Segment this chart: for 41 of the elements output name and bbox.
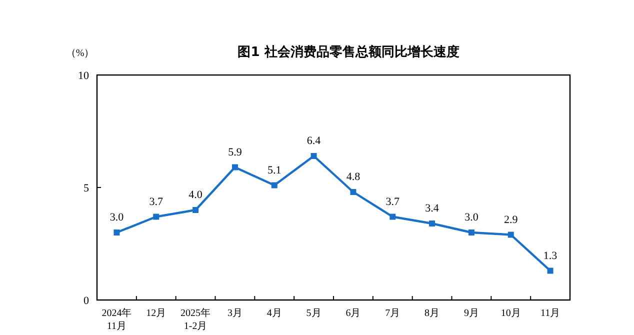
y-tick-label: 5 [84,182,90,194]
x-tick-label: 4月 [266,308,282,319]
point [153,214,160,220]
point [547,268,554,274]
point [429,220,436,226]
text: 1.3 [543,250,558,262]
text: 3.4 [425,202,439,214]
y-tick-label: 10 [78,70,90,82]
text: 3.7 [386,196,400,208]
text: 5.1 [268,164,282,176]
x-tick-label: 11月 [540,308,560,319]
x-tick-label: 3月 [227,308,242,319]
point [192,207,199,213]
text: 4.0 [188,189,202,201]
point [468,230,474,236]
text: 3.0 [110,212,124,224]
x-tick-label: 6月 [346,308,361,319]
point [350,189,356,195]
point [390,214,396,220]
y-tick-label: 0 [84,295,90,307]
x-tick-label: 2025年 1-2月 [180,307,211,332]
text: 6.4 [306,135,321,147]
point [508,232,514,238]
x-tick-label: 2024年 11月 [102,307,132,332]
x-tick-label: 12月 [146,308,166,319]
x-tick-label: 7月 [385,308,400,319]
point [114,230,120,236]
text: 4.8 [346,171,360,183]
y-axis-title: （%） [66,48,94,59]
text: 3.7 [149,196,163,208]
text: 3.0 [464,212,478,224]
chart-title: 图1 社会消费品零售总额同比增长速度 [238,44,460,60]
x-tick-label: 10月 [500,308,521,319]
x-tick-label: 5月 [306,308,322,319]
x-tick-label: 8月 [424,308,440,319]
text: 5.9 [228,146,242,158]
point [271,182,278,188]
x-tick-label: 9月 [464,308,479,319]
point [232,164,238,170]
text: 2.9 [504,214,518,226]
point [310,153,317,159]
